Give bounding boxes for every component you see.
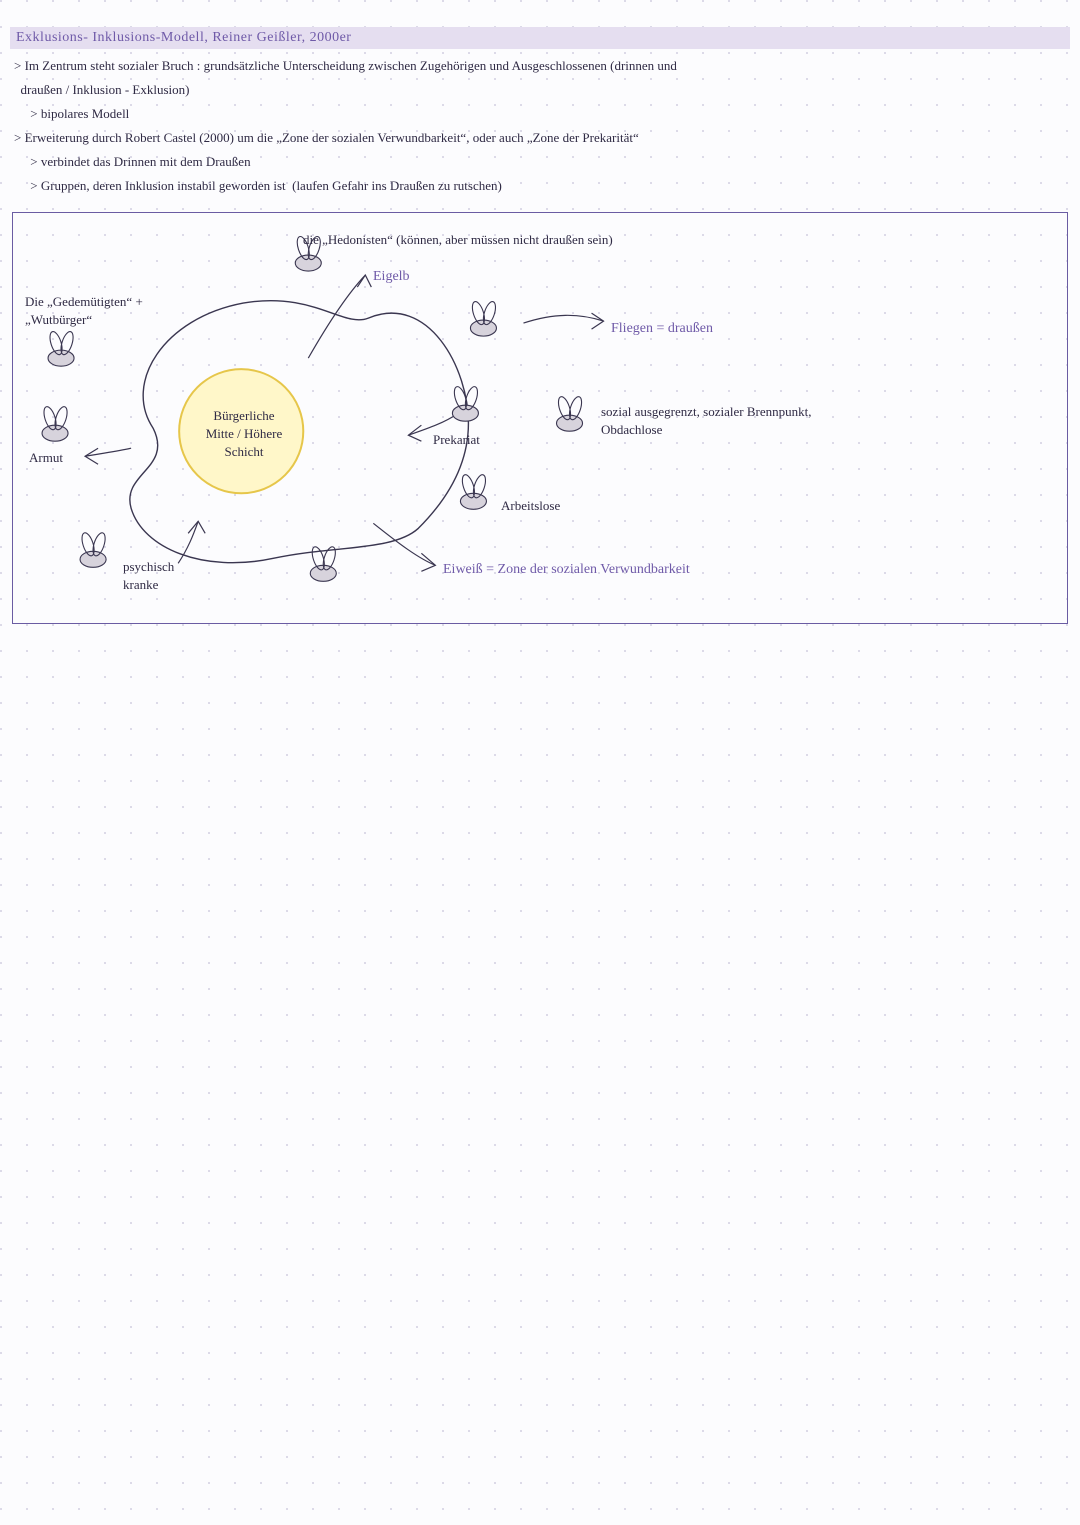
note-line: > Im Zentrum steht sozialer Bruch : grun… [14,54,1066,78]
note-line: > Gruppen, deren Inklusion instabil gewo… [14,174,1066,198]
diagram-box: Bürgerliche Mitte / Höhere Schicht die „H… [12,212,1068,624]
label-arbeitslose: Arbeitslose [501,497,560,515]
note-line: > verbindet das Drinnen mit dem Draußen [14,150,1066,174]
note-line: > Erweiterung durch Robert Castel (2000)… [14,126,1066,150]
label-ausgegrenzt: sozial ausgegrenzt, sozialer Brennpunkt,… [601,403,811,439]
notes-block: > Im Zentrum steht sozialer Bruch : grun… [14,54,1066,198]
label-gedemuetigte: Die „Gedemütigten“ + „Wutbürger“ [25,293,143,329]
label-eiweiss: Eiweiß = Zone der sozialen Verwundbarkei… [443,561,690,579]
label-armut: Armut [29,449,63,467]
label-psychisch: psychisch kranke [123,558,174,594]
section-title-band: Exklusions- Inklusions-Modell, Reiner Ge… [10,27,1070,49]
note-line: draußen / Inklusion - Exklusion) [14,78,1066,102]
note-line: > bipolares Modell [14,102,1066,126]
diagram-labels-layer: Bürgerliche Mitte / Höhere Schicht die „H… [13,213,1067,623]
label-eigelb: Eigelb [373,268,410,286]
label-yolk: Bürgerliche Mitte / Höhere Schicht [189,407,299,461]
label-prekariat: Prekariat [433,431,480,449]
section-title: Exklusions- Inklusions-Modell, Reiner Ge… [16,30,351,46]
label-hedonisten: die „Hedonisten“ (können, aber müssen ni… [303,231,613,249]
label-fliegen: Fliegen = draußen [611,320,713,338]
